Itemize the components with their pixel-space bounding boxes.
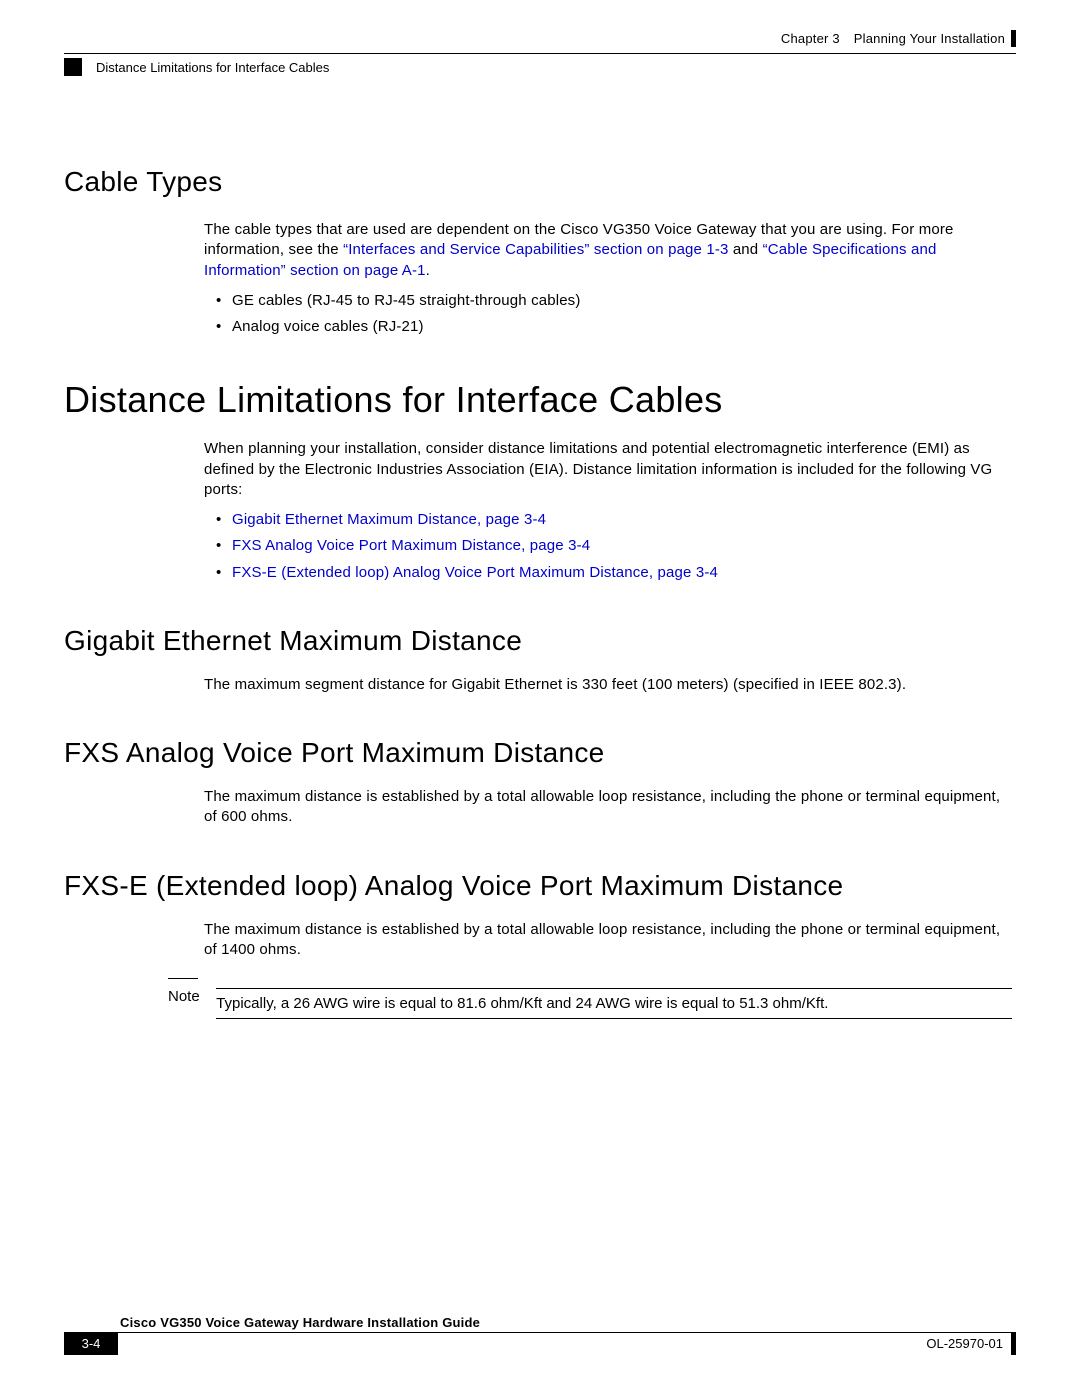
distance-link-list: Gigabit Ethernet Maximum Distance, page … [204,510,1016,583]
footer-doc-id: OL-25970-01 [926,1333,1005,1355]
header-marker-icon [1011,30,1016,47]
gigabit-body: The maximum segment distance for Gigabit… [204,675,1016,695]
section-marker-icon [64,58,82,76]
cable-types-intro: The cable types that are used are depend… [204,220,1016,281]
note-label: Note [168,988,212,1005]
running-header-left: Distance Limitations for Interface Cable… [64,58,1016,76]
list-item: Gigabit Ethernet Maximum Distance, page … [204,510,1016,530]
link-gigabit-distance[interactable]: Gigabit Ethernet Maximum Distance, page … [232,511,546,528]
intro-text: and [729,241,763,258]
heading-fxse: FXS-E (Extended loop) Analog Voice Port … [64,870,1016,902]
link-interfaces-section[interactable]: “Interfaces and Service Capabilities” se… [343,241,728,258]
note-rule-top [216,988,1012,989]
note-block: Note Typically, a 26 AWG wire is equal t… [168,988,1016,1025]
link-fxse-distance[interactable]: FXS-E (Extended loop) Analog Voice Port … [232,564,718,581]
running-header-right: Chapter 3 Planning Your Installation [64,30,1016,47]
page-footer: Cisco VG350 Voice Gateway Hardware Insta… [64,1315,1016,1355]
heading-gigabit: Gigabit Ethernet Maximum Distance [64,625,1016,657]
link-fxs-distance[interactable]: FXS Analog Voice Port Maximum Distance, … [232,537,590,554]
note-rule-bottom [216,1018,1012,1019]
gigabit-text: The maximum segment distance for Gigabit… [204,675,1016,695]
distance-intro: When planning your installation, conside… [204,439,1016,500]
cable-types-body: The cable types that are used are depend… [204,220,1016,337]
fxs-body: The maximum distance is established by a… [204,787,1016,828]
heading-distance-limitations: Distance Limitations for Interface Cable… [64,379,1016,421]
page-number: 3-4 [64,1333,118,1355]
distance-body: When planning your installation, conside… [204,439,1016,583]
header-rule [64,53,1016,54]
heading-cable-types: Cable Types [64,166,1016,198]
note-text: Typically, a 26 AWG wire is equal to 81.… [216,995,828,1012]
list-item: FXS-E (Extended loop) Analog Voice Port … [204,563,1016,583]
fxse-text: The maximum distance is established by a… [204,920,1016,961]
section-title: Distance Limitations for Interface Cable… [96,60,329,75]
cable-types-list: GE cables (RJ-45 to RJ-45 straight-throu… [204,291,1016,338]
chapter-title: Planning Your Installation [854,31,1005,46]
list-item: FXS Analog Voice Port Maximum Distance, … [204,536,1016,556]
chapter-label: Chapter 3 [781,31,840,46]
list-item: Analog voice cables (RJ-21) [204,317,1016,337]
list-item: GE cables (RJ-45 to RJ-45 straight-throu… [204,291,1016,311]
fxse-body: The maximum distance is established by a… [204,920,1016,961]
fxs-text: The maximum distance is established by a… [204,787,1016,828]
intro-text: . [426,262,430,279]
heading-fxs: FXS Analog Voice Port Maximum Distance [64,737,1016,769]
footer-marker-icon [1011,1333,1016,1355]
footer-guide-title: Cisco VG350 Voice Gateway Hardware Insta… [64,1315,1016,1332]
